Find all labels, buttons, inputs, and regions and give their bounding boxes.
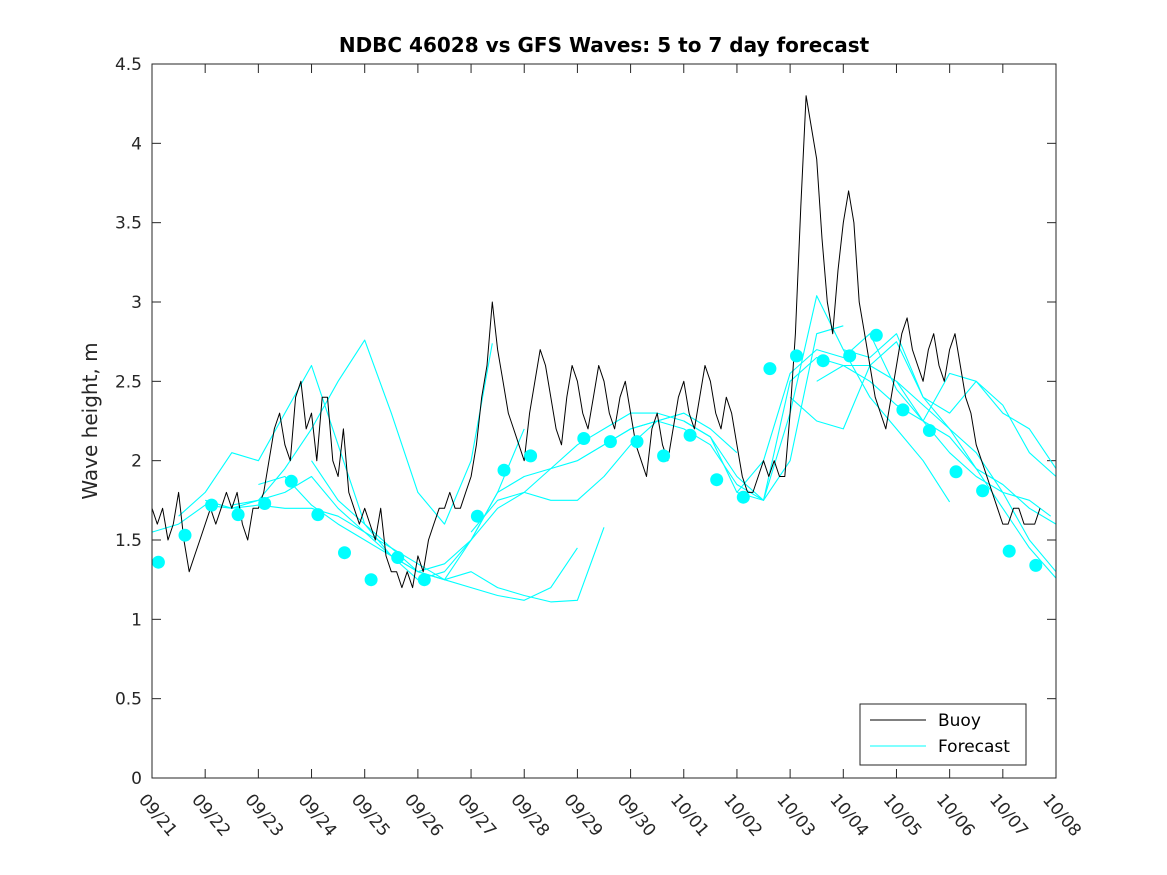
forecast-marker — [417, 573, 431, 587]
y-tick-label: 2.5 — [115, 372, 142, 392]
forecast-marker — [790, 349, 803, 363]
y-tick-label: 0.5 — [115, 690, 142, 710]
chart-title: NDBC 46028 vs GFS Waves: 5 to 7 day fore… — [339, 33, 870, 57]
x-tick-label: 10/05 — [879, 790, 926, 840]
forecast-marker — [736, 490, 750, 504]
x-tick-label: 09/24 — [294, 790, 341, 840]
y-tick-label: 0 — [131, 769, 142, 789]
forecast-marker — [630, 435, 644, 449]
y-tick-label: 4.5 — [115, 55, 142, 75]
buoy-series — [151, 95, 1041, 589]
forecast-marker — [364, 573, 378, 587]
y-tick-label: 4 — [131, 134, 142, 154]
forecast-markers — [151, 328, 1043, 587]
forecast-marker — [231, 508, 245, 522]
forecast-marker — [949, 465, 963, 479]
plot-area — [152, 64, 1056, 778]
forecast-marker — [470, 509, 484, 523]
forecast-marker — [869, 328, 883, 342]
x-tick-label: 09/26 — [400, 790, 447, 840]
legend-buoy-label: Buoy — [938, 711, 981, 731]
forecast-marker — [976, 484, 990, 498]
forecast-run-line — [816, 364, 1057, 469]
x-tick-label: 09/28 — [506, 790, 553, 840]
legend-box — [859, 703, 1027, 766]
forecast-marker — [763, 362, 777, 376]
y-tick-label: 1.5 — [115, 531, 142, 551]
y-tick-label: 3 — [131, 293, 142, 313]
forecast-marker — [258, 497, 272, 510]
forecast-marker — [151, 555, 165, 569]
forecast-marker — [205, 498, 219, 512]
forecast-run-line — [178, 364, 525, 581]
legend-forecast-label: Forecast — [938, 737, 1010, 757]
forecast-marker — [710, 473, 724, 487]
x-tick-label: 09/25 — [347, 790, 394, 840]
forecast-marker — [338, 546, 351, 560]
forecast-run-line — [896, 380, 1057, 573]
forecast-marker — [816, 354, 830, 368]
forecast-marker — [178, 528, 192, 542]
x-tick-label: 09/22 — [187, 790, 234, 840]
forecast-marker — [657, 449, 671, 463]
x-tick-label: 09/23 — [241, 790, 288, 840]
x-tick-label: 10/04 — [825, 790, 872, 840]
x-tick-label: 09/30 — [613, 790, 660, 840]
x-tick-label: 10/03 — [772, 790, 819, 840]
forecast-marker — [683, 428, 697, 442]
x-tick-label: 09/29 — [560, 790, 607, 840]
x-tick-label: 10/08 — [1038, 790, 1085, 840]
forecast-marker — [603, 435, 617, 449]
forecast-run-line — [311, 412, 738, 581]
y-tick-label: 1 — [131, 610, 142, 630]
forecast-marker — [577, 432, 591, 445]
forecast-marker — [896, 403, 910, 417]
x-tick-label: 09/27 — [453, 790, 500, 840]
forecast-marker — [524, 449, 538, 463]
x-tick-label: 09/21 — [134, 790, 181, 840]
x-tick-label: 10/06 — [932, 790, 979, 840]
forecast-marker — [391, 551, 405, 564]
y-tick-label: 2 — [131, 452, 142, 472]
forecast-marker — [843, 349, 857, 363]
y-tick-label: 3.5 — [115, 214, 142, 234]
forecast-marker — [1002, 544, 1016, 558]
forecast-marker — [311, 508, 325, 522]
x-tick-label: 10/02 — [719, 790, 766, 840]
x-tick-label: 10/01 — [666, 790, 713, 840]
forecast-marker — [497, 463, 511, 477]
forecast-marker — [284, 474, 298, 488]
y-axis-label: Wave height, m — [78, 342, 102, 499]
x-tick-label: 10/07 — [985, 790, 1032, 840]
forecast-marker — [922, 424, 936, 437]
forecast-marker — [1029, 558, 1043, 572]
buoy-line — [151, 95, 1041, 589]
axes-box — [151, 63, 1057, 779]
legend: Buoy Forecast — [859, 703, 1027, 766]
